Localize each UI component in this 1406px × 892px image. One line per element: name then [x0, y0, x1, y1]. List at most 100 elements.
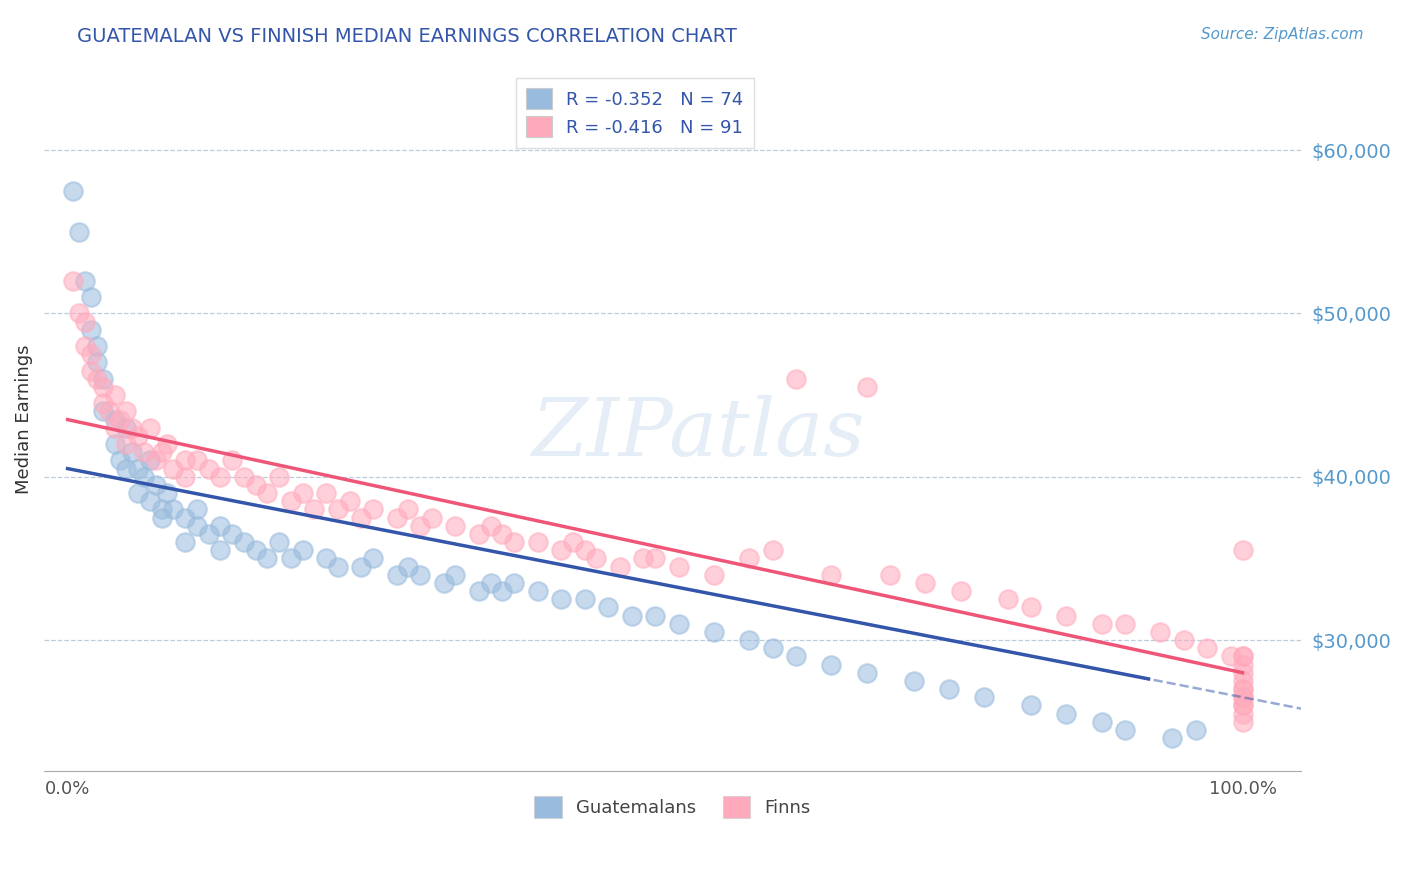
Point — [115, 404, 138, 418]
Point — [444, 567, 467, 582]
Point — [339, 494, 361, 508]
Point — [1054, 706, 1077, 721]
Point — [1114, 723, 1136, 737]
Point — [326, 502, 349, 516]
Point — [86, 339, 108, 353]
Point — [232, 535, 254, 549]
Point — [1232, 690, 1254, 705]
Point — [503, 535, 526, 549]
Point — [609, 559, 631, 574]
Point — [503, 575, 526, 590]
Point — [938, 681, 960, 696]
Point — [1173, 633, 1195, 648]
Point — [668, 559, 690, 574]
Point — [145, 453, 167, 467]
Point — [91, 404, 114, 418]
Point — [526, 584, 548, 599]
Point — [127, 461, 149, 475]
Text: ZIPatlas: ZIPatlas — [531, 395, 865, 473]
Point — [820, 567, 842, 582]
Point — [361, 551, 384, 566]
Point — [668, 616, 690, 631]
Point — [633, 551, 655, 566]
Point — [396, 502, 419, 516]
Point — [574, 543, 596, 558]
Point — [121, 421, 143, 435]
Point — [550, 543, 572, 558]
Point — [1232, 681, 1254, 696]
Point — [127, 486, 149, 500]
Point — [903, 673, 925, 688]
Point — [256, 551, 278, 566]
Point — [197, 527, 219, 541]
Point — [62, 274, 84, 288]
Point — [209, 469, 232, 483]
Point — [156, 437, 179, 451]
Point — [145, 478, 167, 492]
Point — [491, 527, 513, 541]
Point — [197, 461, 219, 475]
Point — [855, 380, 877, 394]
Point — [479, 518, 502, 533]
Point — [150, 510, 173, 524]
Point — [1232, 543, 1254, 558]
Point — [221, 527, 243, 541]
Text: Source: ZipAtlas.com: Source: ZipAtlas.com — [1201, 27, 1364, 42]
Point — [949, 584, 972, 599]
Point — [80, 323, 103, 337]
Point — [115, 437, 138, 451]
Point — [420, 510, 443, 524]
Point — [574, 592, 596, 607]
Point — [80, 363, 103, 377]
Point — [291, 486, 314, 500]
Point — [396, 559, 419, 574]
Point — [115, 421, 138, 435]
Point — [785, 649, 807, 664]
Point — [738, 633, 761, 648]
Point — [115, 461, 138, 475]
Point — [1232, 698, 1254, 713]
Point — [291, 543, 314, 558]
Point — [855, 665, 877, 680]
Point — [91, 372, 114, 386]
Point — [432, 575, 454, 590]
Point — [326, 559, 349, 574]
Point — [104, 412, 127, 426]
Point — [269, 535, 291, 549]
Point — [1232, 649, 1254, 664]
Point — [1232, 698, 1254, 713]
Point — [820, 657, 842, 672]
Point — [561, 535, 583, 549]
Point — [644, 608, 666, 623]
Point — [174, 453, 197, 467]
Point — [67, 225, 90, 239]
Point — [62, 184, 84, 198]
Point — [75, 315, 97, 329]
Point — [468, 584, 491, 599]
Point — [91, 396, 114, 410]
Point — [209, 518, 232, 533]
Point — [132, 445, 155, 459]
Point — [914, 575, 936, 590]
Point — [156, 486, 179, 500]
Point — [150, 502, 173, 516]
Point — [1019, 698, 1042, 713]
Point — [644, 551, 666, 566]
Point — [232, 469, 254, 483]
Point — [245, 543, 267, 558]
Point — [186, 518, 208, 533]
Point — [1232, 681, 1254, 696]
Point — [596, 600, 619, 615]
Point — [1232, 665, 1254, 680]
Point — [1161, 731, 1184, 745]
Point — [1184, 723, 1206, 737]
Point — [879, 567, 901, 582]
Point — [80, 347, 103, 361]
Point — [703, 624, 725, 639]
Point — [304, 502, 326, 516]
Point — [409, 518, 432, 533]
Point — [315, 486, 337, 500]
Point — [86, 372, 108, 386]
Point — [738, 551, 761, 566]
Point — [973, 690, 995, 705]
